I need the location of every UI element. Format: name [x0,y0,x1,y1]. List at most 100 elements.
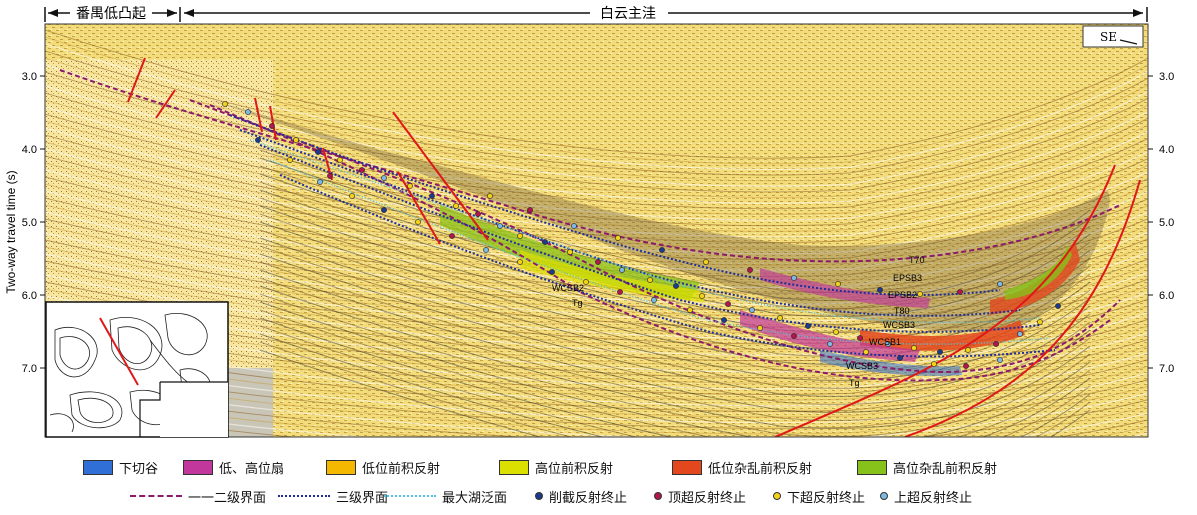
wedge-reflector [259,317,1091,437]
wedge-reflector [259,269,1091,413]
reflector-line [45,92,1148,210]
dot-truncation [535,492,543,500]
legend-item: 最大湖泛面 [384,484,507,508]
legend-facies: 下切谷 低、高位扇 低位前积反射 高位前积反射 低位杂乱前积反射 高位杂乱前积反… [0,455,1197,479]
onlap-marker [483,247,489,253]
location-inset-map [45,301,229,438]
truncation-marker [659,247,665,253]
onlap-marker [885,341,891,347]
reflector-line [45,113,1148,227]
reflector-line [45,134,1148,243]
region-label-panyu: 番禺低凸起 [76,6,146,22]
region-label-baiyun: 白云主洼 [600,6,656,22]
wedge-reflector [259,333,1091,437]
wedge-reflector [259,237,1091,381]
swatch-lowstand-chaotic [672,459,702,475]
downlap-marker [407,183,413,189]
toplap-marker [475,211,481,217]
toplap-marker [747,267,753,273]
onlap-marker [791,275,797,281]
wedge-reflector [259,157,1091,301]
onlap-marker [619,267,625,273]
wedge-reflector [259,341,1091,437]
y-tick-label: 4.0 [1159,144,1174,156]
downlap-marker [699,293,705,299]
swatch-highstand-progradation [499,459,529,475]
y-tick-label: 5.0 [1159,217,1174,229]
legend-item: 下超反射终止 [773,484,865,508]
toplap-marker [957,289,963,295]
reflector-line [45,120,1148,232]
reflector-line [45,246,1148,334]
horizon-label: Tg [572,298,583,308]
truncation-marker [429,193,435,199]
y-axis-label: Two-way travel time (s) [4,170,18,293]
reflector-line [45,71,1148,193]
line-max-flooding [384,495,436,497]
horizon-label: WCSB2 [552,283,584,293]
wedge-reflector [259,309,1091,437]
y-tick-label: 3.0 [1159,71,1174,83]
wedge-reflector [259,349,1091,437]
legend-label: 低、高位扇 [219,461,285,477]
wedge-reflector [259,245,1091,389]
horizon-label: T70 [909,255,925,265]
legend-item: 低位杂乱前积反射 [672,455,812,479]
downlap-marker [583,279,589,285]
reflector-line [45,78,1148,198]
reflector-line [45,57,1148,182]
truncation-marker [721,317,727,323]
reflector-line [45,288,1148,367]
reflector-line [45,43,1148,170]
reflector-line [45,183,1148,283]
reflector-line [45,190,1148,289]
reflector-line [45,309,1148,384]
legend-item: 一一二级界面 [130,484,266,508]
reflector-line [45,106,1148,221]
reflector-line [45,29,1148,159]
faults [127,57,1141,437]
reflector-line [45,274,1148,356]
dot-downlap [773,492,781,500]
reflector-line [45,379,1148,437]
swatch-fan [183,459,213,475]
toplap-marker [449,233,455,239]
reflector-line [45,351,1148,418]
toplap-marker [527,207,533,213]
downlap-marker [453,203,459,209]
toplap-marker [791,333,797,339]
legend-label: 低位前积反射 [362,461,441,477]
y-tick-label: 7.0 [1159,363,1174,375]
toplap-marker [993,341,999,347]
truncation-marker [673,283,679,289]
legend-label: 高位前积反射 [535,461,614,477]
legend-label: 削截反射终止 [549,490,628,506]
downlap-marker [293,137,299,143]
wedge-reflector [259,149,1091,293]
downlap-marker [567,249,573,255]
reflector-line [45,99,1148,215]
y-tick-label: 7.0 [22,363,37,375]
legend-label: 一一二级界面 [188,490,267,506]
reflector-line [45,386,1148,437]
y-tick-label: 6.0 [22,290,37,302]
toplap-marker [725,301,731,307]
truncation-marker [937,349,943,355]
onlap-marker [749,307,755,313]
legend-item: 顶超反射终止 [654,484,746,508]
dot-onlap [880,492,888,500]
downlap-marker [757,325,763,331]
wedge-reflector [259,253,1091,397]
horizon-label: WCSB1 [869,337,901,347]
wedge-reflector [259,261,1091,405]
swatch-incised-valley [83,459,113,475]
onlap-marker [827,341,833,347]
legend-item: 低位前积反射 [326,455,440,479]
y-tick-label: 5.0 [22,217,37,229]
reflector-line [45,169,1148,272]
swatch-highstand-chaotic [857,459,887,475]
truncation-marker [381,207,387,213]
horizon-label: Tg [849,378,860,388]
truncation-marker [255,137,261,143]
downlap-marker [703,259,709,265]
